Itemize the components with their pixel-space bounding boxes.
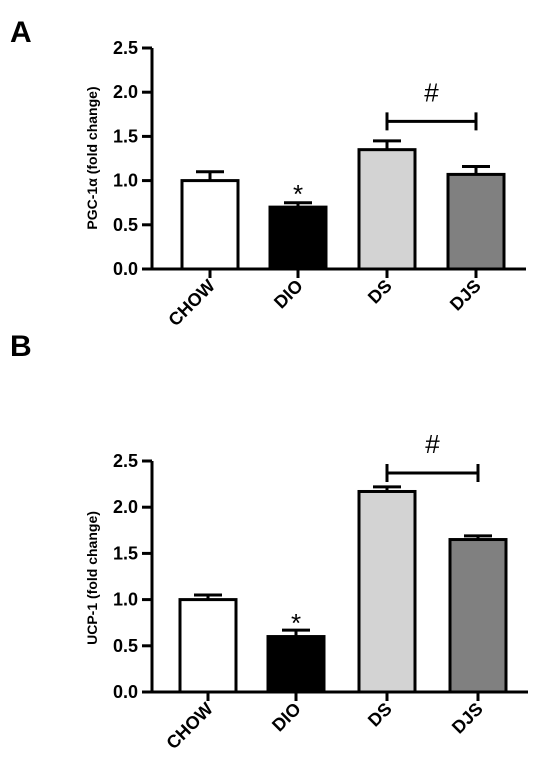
bar-chow — [180, 179, 240, 271]
bar-djs — [448, 538, 508, 694]
panel-a: A PGC-1α (fold change) 0.0 0.5 1.0 1.5 2.0 2.… — [10, 16, 526, 330]
y-tick-label: 0.0 — [113, 682, 138, 702]
category-label: DS — [364, 276, 396, 308]
category-label: DIO — [268, 699, 305, 736]
bar-dio — [266, 635, 326, 694]
y-tick-label: 0.5 — [113, 215, 138, 235]
panel-letter: B — [10, 330, 32, 363]
bar-chow — [178, 598, 238, 694]
panel-b: B UCP-1 (fold change) 0.0 0.5 1.0 1.5 2.0 2.5… — [10, 330, 528, 753]
plot-area: 0.0 0.5 1.0 1.5 2.0 2.5 CHOW DIO DS DJS * # — [113, 38, 526, 330]
panel-letter: A — [10, 16, 32, 49]
category-label: DIO — [270, 276, 307, 313]
y-axis-label: PGC-1α (fold change) — [84, 86, 100, 229]
category-label: CHOW — [162, 699, 216, 753]
y-tick-label: 2.5 — [113, 38, 138, 58]
significance-marker: * — [291, 608, 301, 638]
significance-marker: # — [425, 429, 440, 459]
y-tick-label: 2.0 — [113, 82, 138, 102]
bar-ds — [357, 489, 417, 694]
category-label: DJS — [448, 699, 487, 738]
category-label: DS — [364, 699, 396, 731]
y-tick-label: 0.0 — [113, 259, 138, 279]
y-axis-label: UCP-1 (fold change) — [84, 511, 100, 645]
significance-marker: * — [293, 179, 303, 209]
plot-area: 0.0 0.5 1.0 1.5 2.0 2.5 CHOW DIO DS DJS * # — [113, 429, 528, 753]
significance-marker: # — [424, 77, 439, 107]
y-tick-label: 1.5 — [113, 126, 138, 146]
bar-djs — [446, 172, 506, 271]
y-tick-label: 1.0 — [113, 171, 138, 191]
y-tick-label: 2.0 — [113, 497, 138, 517]
bar-dio — [268, 205, 328, 271]
y-tick-label: 1.5 — [113, 543, 138, 563]
y-tick-label: 2.5 — [113, 451, 138, 471]
category-label: DJS — [446, 276, 485, 315]
y-tick-label: 1.0 — [113, 590, 138, 610]
category-label: CHOW — [164, 276, 218, 330]
y-tick-label: 0.5 — [113, 636, 138, 656]
bar-ds — [357, 148, 417, 271]
